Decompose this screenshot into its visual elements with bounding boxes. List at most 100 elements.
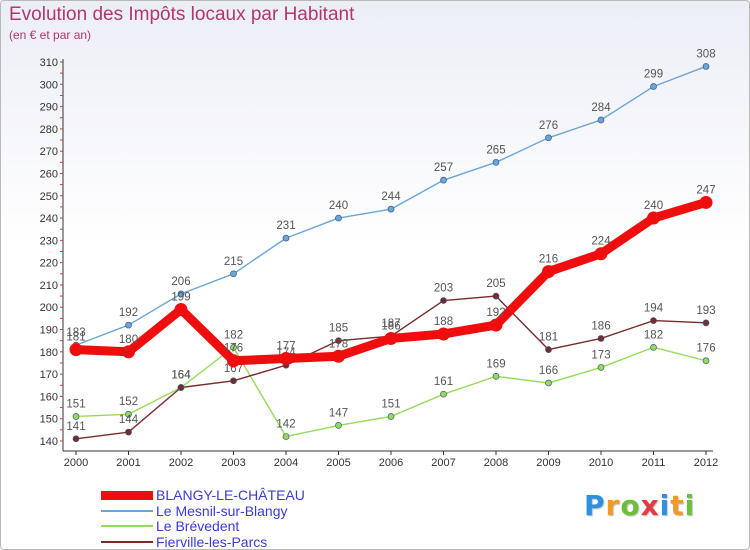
data-point: [335, 337, 342, 345]
data-point: [282, 234, 290, 242]
data-label: 151: [66, 398, 85, 410]
y-tick-label: 300: [40, 79, 58, 91]
data-label: 169: [486, 358, 505, 370]
data-point: [177, 290, 185, 298]
data-label: 181: [66, 332, 85, 344]
data-label: 205: [486, 278, 505, 290]
y-tick-label: 170: [40, 369, 58, 381]
legend-label: BLANGY-LE-CHÂTEAU: [156, 487, 305, 503]
data-label: 177: [276, 341, 295, 353]
data-point: [387, 205, 395, 213]
y-tick-label: 150: [40, 414, 58, 426]
data-label: 176: [224, 343, 243, 355]
data-label: 194: [644, 303, 664, 315]
data-point: [335, 422, 342, 429]
x-tick-label: 2000: [64, 457, 88, 469]
data-point: [230, 344, 237, 351]
data-point: [492, 292, 500, 300]
data-label: 192: [119, 307, 138, 319]
x-tick-label: 2001: [116, 457, 140, 469]
data-label: 240: [644, 200, 663, 212]
y-tick-label: 310: [40, 57, 58, 69]
data-point: [279, 352, 293, 366]
data-point: [174, 302, 188, 316]
data-point: [702, 319, 710, 327]
data-label: 166: [539, 365, 558, 377]
data-label: 215: [224, 256, 243, 268]
x-tick-label: 2008: [484, 457, 508, 469]
y-tick-label: 260: [40, 168, 58, 180]
logo-letter: i: [659, 489, 671, 522]
x-tick-label: 2007: [431, 457, 455, 469]
data-point: [122, 345, 135, 359]
data-label: 276: [539, 120, 558, 132]
data-label: 161: [434, 376, 453, 388]
data-label: 164: [171, 369, 191, 381]
chart-subtitle: (en € et par an): [9, 28, 92, 42]
y-tick-label: 160: [40, 391, 58, 403]
data-point: [440, 297, 447, 304]
x-tick-label: 2005: [326, 457, 350, 469]
data-label: 193: [696, 305, 715, 317]
data-point: [440, 390, 447, 398]
data-point: [282, 433, 290, 440]
data-point: [72, 413, 80, 420]
x-tick-label: 2006: [379, 457, 403, 469]
data-label: 231: [276, 220, 295, 232]
data-point: [597, 364, 605, 371]
data-label: 183: [66, 327, 85, 339]
data-point: [650, 317, 657, 324]
data-label: 284: [591, 102, 611, 114]
data-point: [125, 410, 132, 418]
data-point: [597, 116, 605, 124]
logo-letter: o: [620, 489, 641, 522]
data-point: [69, 343, 83, 357]
y-tick-label: 290: [40, 102, 58, 114]
data-point: [699, 195, 713, 209]
data-point: [335, 214, 342, 222]
x-tick-label: 2011: [642, 457, 666, 469]
logo-letter: i: [684, 489, 696, 522]
data-point: [387, 413, 395, 420]
x-tick-label: 2009: [536, 457, 560, 469]
data-label: 224: [591, 236, 611, 248]
legend-label: Fierville-les-Parcs: [156, 533, 268, 550]
legend-swatch: [101, 525, 153, 527]
y-tick-label: 140: [40, 436, 58, 448]
data-label: 178: [329, 338, 348, 350]
y-tick-label: 270: [40, 146, 58, 158]
data-point: [440, 176, 447, 184]
data-point: [230, 270, 237, 278]
logo-letter: P: [584, 489, 606, 522]
data-label: 141: [66, 421, 85, 433]
series-line: [75, 346, 707, 438]
data-label: 188: [434, 316, 453, 328]
x-tick-label: 2002: [169, 457, 193, 469]
x-tick-label: 2010: [589, 457, 613, 469]
data-label: 244: [381, 191, 401, 203]
y-tick-label: 190: [40, 325, 58, 337]
data-label: 182: [644, 329, 663, 341]
x-tick-label: 2012: [694, 457, 718, 469]
y-tick-label: 220: [40, 258, 58, 270]
data-label: 308: [696, 48, 715, 60]
x-tick-label: 2004: [274, 457, 298, 469]
data-point: [650, 83, 657, 90]
data-label: 186: [591, 320, 610, 332]
data-point: [437, 327, 450, 341]
data-label: 164: [171, 369, 191, 381]
data-point: [702, 63, 710, 70]
data-label: 173: [591, 349, 610, 361]
data-point: [492, 158, 500, 166]
y-tick-label: 240: [40, 213, 58, 225]
data-label: 192: [486, 307, 505, 319]
data-label: 257: [434, 162, 453, 174]
data-label: 187: [381, 318, 400, 330]
data-point: [647, 211, 660, 225]
data-point: [230, 377, 237, 385]
data-label: 203: [434, 283, 453, 295]
logo-letter: t: [670, 489, 685, 522]
data-label: 247: [696, 184, 715, 196]
